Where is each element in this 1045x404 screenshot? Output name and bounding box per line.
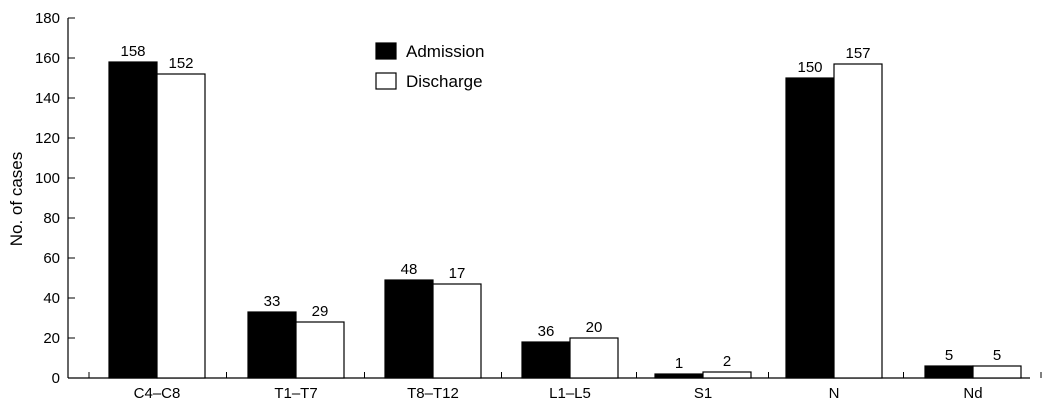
bar-discharge [295, 321, 345, 379]
data-label-admission: 33 [264, 293, 281, 310]
y-tick-label: 60 [43, 250, 60, 267]
bar-admission [785, 77, 835, 379]
bar-admission [247, 311, 297, 379]
x-tick-label: N [829, 385, 840, 402]
data-label-admission: 36 [538, 323, 555, 340]
y-tick-label: 100 [35, 170, 60, 187]
y-tick-label: 140 [35, 90, 60, 107]
y-axis-label: No. of cases [7, 152, 26, 247]
bar-discharge [432, 283, 482, 379]
bar-admission [108, 61, 158, 379]
bar-discharge [702, 371, 752, 379]
x-tick-label: S1 [694, 385, 712, 402]
data-label-discharge: 29 [312, 303, 329, 320]
data-label-admission: 150 [797, 59, 822, 76]
y-tick-label: 80 [43, 210, 60, 227]
data-label-discharge: 20 [586, 319, 603, 336]
data-label-admission: 5 [945, 347, 953, 364]
legend-swatch-admission [375, 42, 397, 60]
bars: 158 152 33 29 48 17 36 20 1 2 150 157 5 5 [108, 43, 1022, 379]
data-label-admission: 48 [401, 261, 418, 278]
x-tick-label: C4–C8 [134, 385, 181, 402]
bar-discharge [833, 63, 883, 379]
x-tick-label: T1–T7 [274, 385, 317, 402]
x-tick-label: T8–T12 [407, 385, 459, 402]
legend-label-discharge: Discharge [406, 72, 483, 91]
bar-admission [521, 341, 571, 379]
data-label-discharge: 17 [449, 265, 466, 282]
y-tick-label: 0 [52, 370, 60, 387]
y-tick-label: 160 [35, 50, 60, 67]
data-label-discharge: 152 [168, 55, 193, 72]
bar-admission [654, 373, 704, 379]
y-tick-label: 20 [43, 330, 60, 347]
data-label-discharge: 157 [845, 45, 870, 62]
y-tick-label: 180 [35, 10, 60, 27]
legend-swatch-discharge [375, 72, 397, 90]
data-label-discharge: 5 [993, 347, 1001, 364]
data-label-admission: 1 [675, 355, 683, 372]
data-label-discharge: 2 [723, 353, 731, 370]
bar-discharge [156, 73, 206, 379]
y-tick-label: 120 [35, 130, 60, 147]
bar-discharge [972, 365, 1022, 379]
bar-discharge [569, 337, 619, 379]
bar-admission [924, 365, 974, 379]
y-tick-label: 40 [43, 290, 60, 307]
bar-admission [384, 279, 434, 379]
data-label-admission: 158 [120, 43, 145, 60]
x-tick-label: Nd [963, 385, 982, 402]
legend: Admission Discharge [375, 42, 484, 91]
legend-label-admission: Admission [406, 42, 484, 61]
x-tick-label: L1–L5 [549, 385, 591, 402]
